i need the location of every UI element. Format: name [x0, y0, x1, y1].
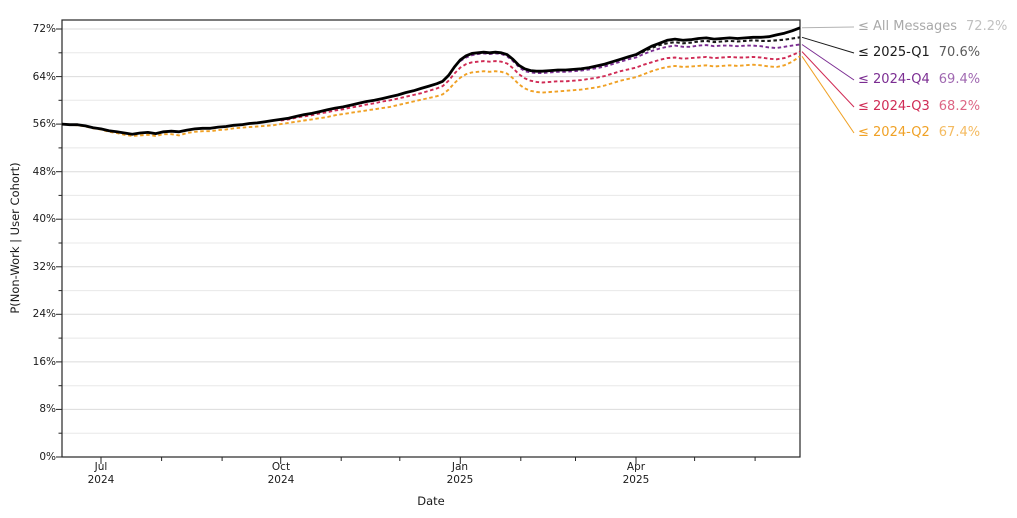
x-tick-month: Apr: [626, 461, 646, 473]
x-tick-label: Apr 2025: [601, 461, 671, 486]
x-tick-year: 2025: [622, 473, 650, 486]
x-axis-title: Date: [417, 494, 445, 508]
legend-entry-2024-q4: ≤ 2024-Q4 69.4%: [858, 71, 980, 89]
x-tick-year: 2024: [87, 473, 115, 486]
legend-entry-2025-q1: ≤ 2025-Q1 70.6%: [858, 44, 980, 62]
x-tick-month: Jan: [451, 461, 469, 473]
legend-entry-all-messages: ≤ All Messages 72.2%: [858, 18, 1007, 36]
x-tick-year: 2025: [446, 473, 474, 486]
legend-label: ≤ 2024-Q2: [858, 125, 930, 140]
legend-label: ≤ All Messages: [858, 19, 958, 34]
y-tick-label: 16%: [32, 356, 56, 368]
legend-value: 67.4%: [938, 125, 981, 140]
x-tick-label: Oct 2024: [246, 461, 316, 486]
x-tick-month: Jul: [94, 461, 108, 473]
legend-value: 69.4%: [938, 72, 981, 87]
y-tick-label: 40%: [32, 213, 56, 225]
legend-entry-2024-q2: ≤ 2024-Q2 67.4%: [858, 124, 980, 142]
y-tick-label: 24%: [32, 308, 56, 320]
legend-value: 68.2%: [938, 99, 981, 114]
y-tick-label: 64%: [32, 71, 56, 83]
y-tick-label: 56%: [32, 118, 56, 130]
legend-label: ≤ 2025-Q1: [858, 45, 930, 60]
legend-label: ≤ 2024-Q3: [858, 99, 930, 114]
legend-label: ≤ 2024-Q4: [858, 72, 930, 87]
y-axis-title: P(Non-Work | User Cohort): [8, 162, 22, 314]
x-tick-label: Jan 2025: [425, 461, 495, 486]
x-tick-year: 2024: [267, 473, 295, 486]
y-tick-label: 8%: [39, 403, 56, 415]
legend-value: 70.6%: [938, 45, 981, 60]
legend-entry-2024-q3: ≤ 2024-Q3 68.2%: [858, 98, 980, 116]
y-tick-label: 48%: [32, 166, 56, 178]
x-tick-label: Jul 2024: [66, 461, 136, 486]
legend-value: 72.2%: [966, 19, 1008, 34]
x-tick-month: Oct: [271, 461, 291, 473]
y-tick-label: 0%: [39, 451, 56, 463]
y-tick-label: 32%: [32, 261, 56, 273]
y-tick-label: 72%: [32, 23, 56, 35]
